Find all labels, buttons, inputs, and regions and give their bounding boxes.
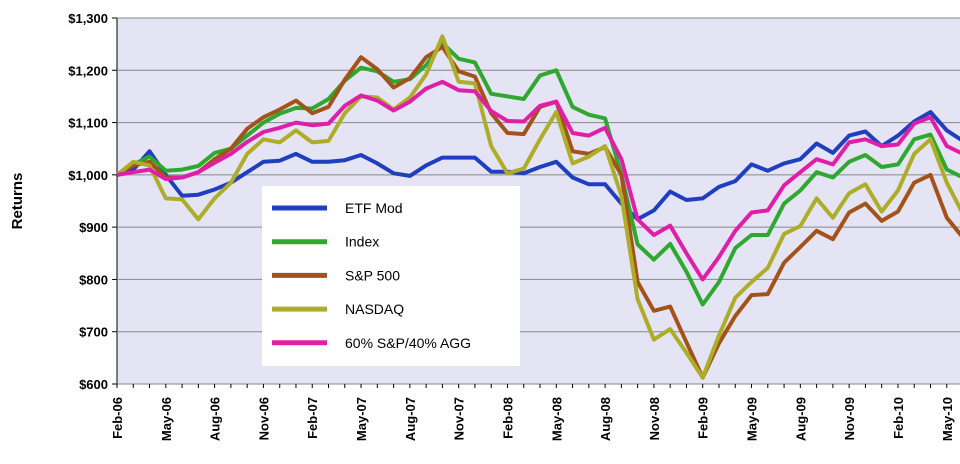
y-axis-label: Returns: [9, 173, 26, 230]
x-tick-label: May-08: [549, 397, 564, 441]
series-line: [116, 110, 960, 222]
legend-label: Index: [345, 234, 379, 250]
y-tick-label: $600: [79, 377, 108, 392]
x-tick-label: Nov-09: [842, 397, 857, 440]
x-tick-label: Aug-07: [403, 397, 418, 441]
x-tick-label: Aug-08: [598, 397, 613, 441]
y-tick-label: $1,000: [68, 168, 108, 183]
x-tick-label: May-09: [745, 397, 760, 441]
lines: [115, 34, 960, 380]
x-tick-label: May-06: [159, 397, 174, 441]
x-tick-label: Aug-09: [793, 397, 808, 441]
y-tick-label: $1,200: [68, 63, 108, 78]
legend: ETF Mod Index S&P 500 NASDAQ 60% S&P/40% AGG: [272, 200, 471, 351]
legend-label: S&P 500: [345, 267, 400, 283]
x-tick-label: Nov-06: [256, 397, 271, 440]
y-tick-label: $900: [79, 220, 108, 235]
series-line: [116, 79, 960, 282]
x-tick-label: May-07: [354, 397, 369, 441]
x-tick-label: Nov-07: [452, 397, 467, 440]
x-tick-label: May-10: [940, 397, 955, 441]
x-tick-label: Feb-07: [305, 397, 320, 439]
x-tick-label: Feb-09: [696, 397, 711, 439]
x-tick-label: Aug-06: [208, 397, 223, 441]
y-tick-label: $1,300: [68, 11, 108, 26]
y-tick-label: $1,100: [68, 116, 108, 131]
y-tick-label: $700: [79, 325, 108, 340]
series-line: [115, 34, 960, 380]
series-line: [115, 41, 960, 307]
plot-area: [116, 17, 960, 385]
x-tick-label: Feb-10: [891, 397, 906, 439]
x-tick-label: Nov-08: [647, 397, 662, 440]
legend-label: 60% S&P/40% AGG: [345, 335, 471, 351]
y-tick-label: $800: [79, 272, 108, 287]
legend-label: ETF Mod: [345, 200, 403, 216]
legend-label: NASDAQ: [345, 301, 404, 317]
x-tick-label: Feb-06: [110, 397, 125, 439]
x-tick-label: Feb-08: [500, 397, 515, 439]
